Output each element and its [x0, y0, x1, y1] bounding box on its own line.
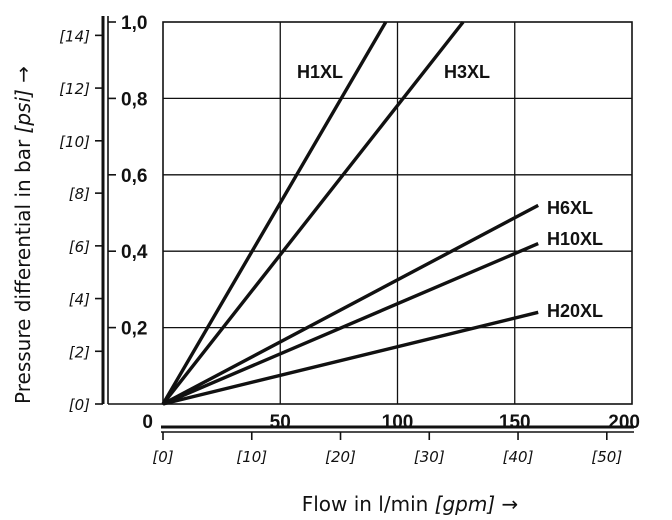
series-label: H10XL: [547, 229, 603, 249]
x-tick-label: 0: [142, 412, 153, 433]
secondary-x-tick-label: [50]: [591, 448, 622, 466]
secondary-x-tick-label: [0]: [152, 448, 173, 466]
series-layer: [161, 20, 539, 406]
secondary-y-tick-label: [12]: [59, 80, 90, 98]
x-tick-label: 50: [270, 412, 291, 433]
y-axis-title-arrow: →: [11, 66, 35, 89]
x-axis-title-arrow: →: [495, 492, 518, 516]
y-tick-label: 0,2: [121, 319, 147, 340]
y-tick-label: 0,8: [121, 89, 147, 110]
x-axis-title-text: Flow in l/min: [302, 492, 435, 516]
secondary-y-tick-label: [0]: [69, 396, 90, 414]
y-tick-label: 0,6: [121, 166, 147, 187]
axes-layer: [95, 16, 634, 440]
series-label: H6XL: [547, 198, 593, 218]
series-label: H1XL: [297, 62, 343, 82]
y-tick-label: 1,0: [121, 13, 147, 34]
secondary-x-tick-label: [40]: [503, 448, 534, 466]
secondary-y-tick-label: [14]: [59, 27, 90, 45]
x-axis-title: Flow in l/min [gpm] →: [302, 492, 519, 516]
series-line: [162, 203, 539, 406]
secondary-y-tick-label: [10]: [59, 133, 90, 151]
series-line: [162, 241, 539, 406]
x-tick-label: 150: [499, 412, 531, 433]
y-axis-title: Pressure differential in bar [psi] →: [11, 66, 35, 404]
x-tick-label: 200: [608, 412, 640, 433]
secondary-y-tick-label: [8]: [69, 185, 90, 203]
secondary-x-tick-label: [10]: [236, 448, 267, 466]
secondary-x-tick-label: [20]: [325, 448, 356, 466]
series-line: [161, 21, 388, 405]
secondary-y-tick-label: [4]: [69, 291, 90, 309]
secondary-y-tick-label: [2]: [69, 343, 90, 361]
y-tick-label: 0,4: [121, 242, 148, 263]
y-axis-title-text: Pressure differential in bar: [11, 133, 35, 404]
series-line: [161, 20, 465, 406]
labels-layer: 0 50 100 150 200 0,2 0,4 0,6 0,8 1,0 [0] [2] [4] [6] […: [59, 13, 640, 466]
series-label: H3XL: [444, 62, 490, 82]
series-label: H20XL: [547, 301, 603, 321]
x-tick-label: 100: [382, 412, 414, 433]
x-axis-title-unit: [gpm]: [435, 492, 495, 516]
series-line: [162, 310, 539, 406]
secondary-y-tick-label: [6]: [69, 238, 90, 256]
secondary-x-tick-label: [30]: [414, 448, 445, 466]
y-axis-title-unit: [psi]: [11, 89, 35, 133]
